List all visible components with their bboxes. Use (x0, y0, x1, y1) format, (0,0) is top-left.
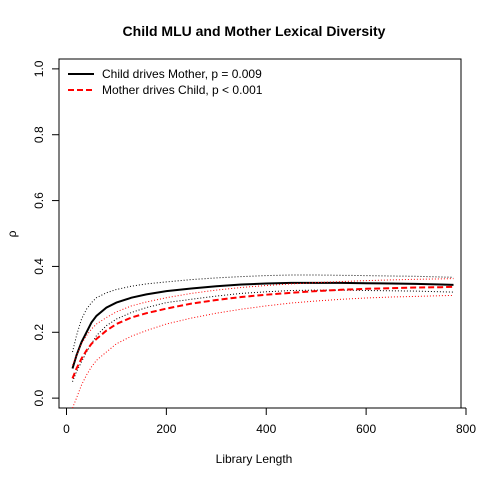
y-axis-label: ρ (5, 230, 19, 237)
chart-title: Child MLU and Mother Lexical Diversity (123, 23, 386, 39)
y-tick-label: 0.4 (32, 258, 46, 275)
series-child-drives-mother-upper-bound (72, 274, 454, 353)
series-mother-drives-child-line (71, 285, 454, 379)
x-tick-label: 400 (256, 422, 276, 436)
y-tick-label: 0.2 (32, 324, 46, 341)
x-axis-label: Library Length (216, 452, 293, 466)
y-tick-label: 1.0 (32, 60, 46, 77)
x-tick-label: 600 (356, 422, 376, 436)
y-tick-label: 0.0 (32, 389, 46, 406)
x-tick-label: 800 (456, 422, 476, 436)
series-child-drives-mother-lower-bound (72, 289, 454, 382)
series-child-drives-mother-line (71, 281, 454, 369)
legend-label-mother-drives-child: Mother drives Child, p < 0.001 (102, 83, 263, 97)
plot-frame (58, 58, 462, 409)
x-axis: 0 200 400 600 800 (63, 407, 476, 436)
legend: Child drives Mother, p = 0.009 Mother dri… (68, 67, 263, 97)
series-mother-drives-child-lower-bound (72, 294, 454, 408)
y-axis: 0.0 0.2 0.4 0.6 0.8 1.0 (32, 60, 60, 406)
y-tick-label: 0.8 (32, 126, 46, 143)
x-tick-label: 0 (63, 422, 70, 436)
legend-label-child-drives-mother: Child drives Mother, p = 0.009 (102, 67, 262, 81)
y-tick-label: 0.6 (32, 192, 46, 209)
series-layer (71, 274, 454, 408)
x-tick-label: 200 (156, 422, 176, 436)
